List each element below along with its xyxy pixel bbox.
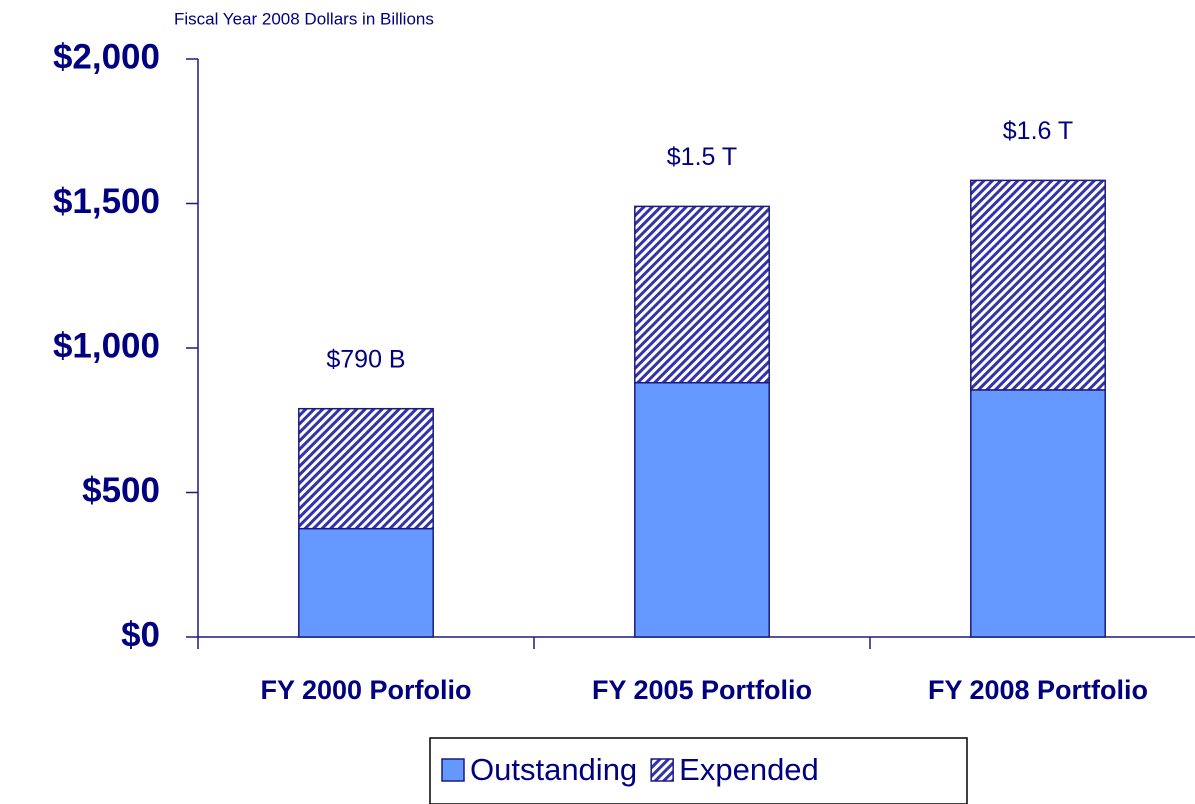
total-label: $1.6 T: [1003, 117, 1073, 145]
bar-segment: [970, 179, 1106, 391]
legend-box: [429, 737, 968, 804]
bar-segment: [298, 407, 434, 530]
y-tick-label: $1,000: [53, 326, 160, 365]
legend-swatch: [650, 758, 674, 782]
legend-label: Outstanding: [470, 752, 637, 787]
legend: Outstanding Expended: [429, 737, 968, 804]
y-tick-label: $0: [121, 615, 160, 654]
bar-segment: [634, 205, 770, 384]
y-tick-label: $1,500: [53, 182, 160, 221]
total-label: $1.5 T: [667, 143, 737, 171]
bar-segment: [970, 389, 1106, 638]
legend-label: Expended: [679, 752, 819, 787]
y-tick-label: $2,000: [53, 37, 160, 76]
legend-swatch: [441, 758, 465, 782]
y-tick-label: $500: [82, 471, 160, 510]
x-tick-label: FY 2000 Porfolio: [260, 675, 471, 705]
x-tick-label: FY 2008 Portfolio: [928, 675, 1148, 705]
bar-segment: [634, 381, 770, 638]
bar-segment: [298, 527, 434, 638]
total-label: $790 B: [326, 345, 405, 373]
x-tick-label: FY 2005 Portfolio: [592, 675, 812, 705]
chart-subtitle: Fiscal Year 2008 Dollars in Billions: [174, 9, 434, 28]
